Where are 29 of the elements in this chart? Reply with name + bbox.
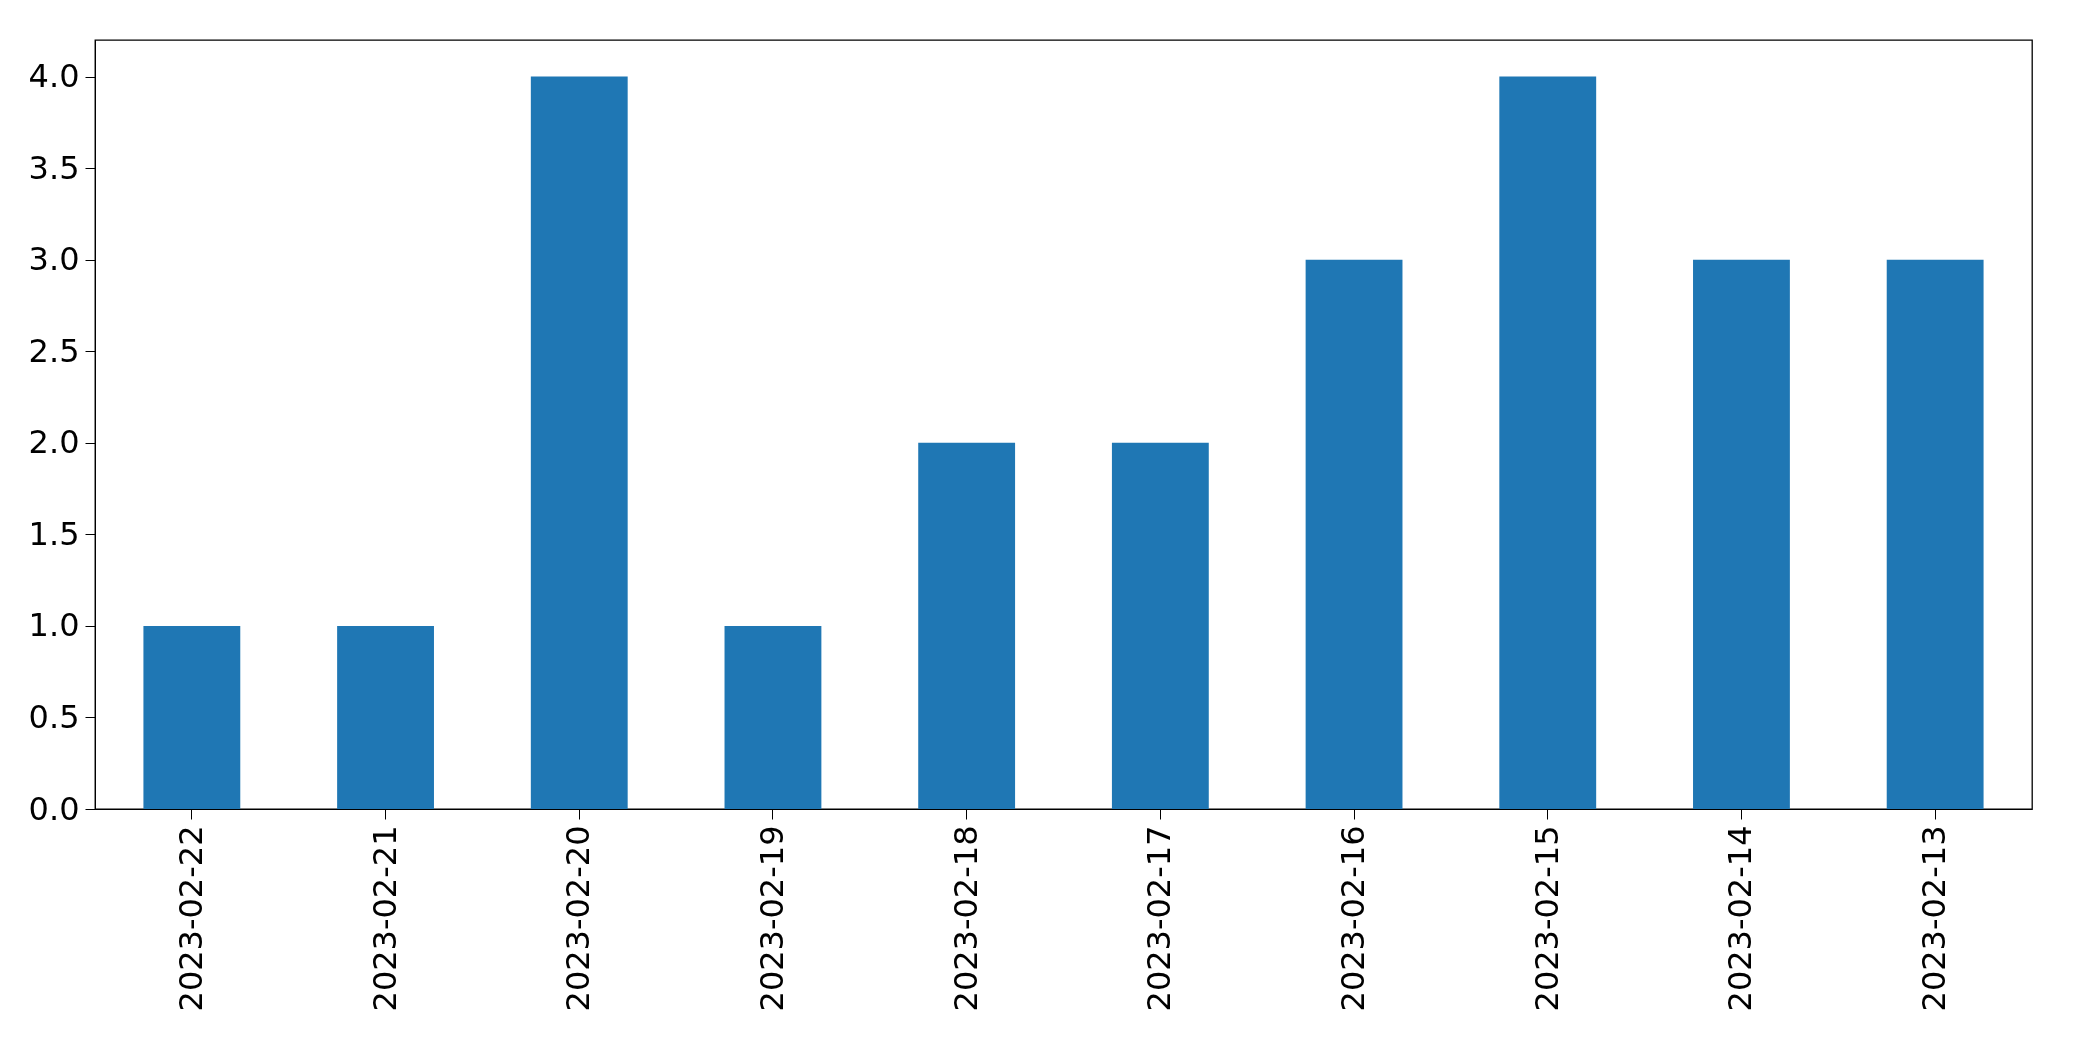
bar xyxy=(530,76,628,809)
y-tick-label: 4.0 xyxy=(28,57,80,96)
x-tick-label: 2023-02-16 xyxy=(1334,825,1373,1012)
y-tick-label: 0.0 xyxy=(28,789,80,828)
bar xyxy=(1305,259,1403,809)
y-tick-label: 2.0 xyxy=(28,423,80,462)
y-tick-label: 3.5 xyxy=(28,148,80,187)
x-tick-label: 2023-02-14 xyxy=(1721,825,1760,1012)
bar xyxy=(1886,259,1984,809)
x-tick-label: 2023-02-13 xyxy=(1915,825,1954,1012)
bar xyxy=(724,625,822,809)
bar xyxy=(918,442,1016,809)
x-tick-label: 2023-02-20 xyxy=(559,825,598,1012)
bar xyxy=(337,625,434,809)
x-tick-label: 2023-02-17 xyxy=(1140,825,1179,1012)
x-tick-label: 2023-02-18 xyxy=(946,825,985,1012)
y-tick-label: 2.5 xyxy=(28,331,80,370)
x-tick-label: 2023-02-19 xyxy=(752,825,791,1012)
y-tick-label: 1.0 xyxy=(28,606,80,645)
x-tick-label: 2023-02-22 xyxy=(171,825,210,1012)
x-tick-label: 2023-02-21 xyxy=(365,825,404,1012)
y-tick-label: 0.5 xyxy=(28,697,80,736)
bar xyxy=(1499,76,1597,809)
bar xyxy=(143,625,241,809)
y-tick-label: 1.5 xyxy=(28,514,80,553)
y-tick-label: 3.0 xyxy=(28,240,80,279)
x-tick-label: 2023-02-15 xyxy=(1527,825,1566,1012)
bar xyxy=(1111,442,1209,809)
bar xyxy=(1693,259,1790,809)
